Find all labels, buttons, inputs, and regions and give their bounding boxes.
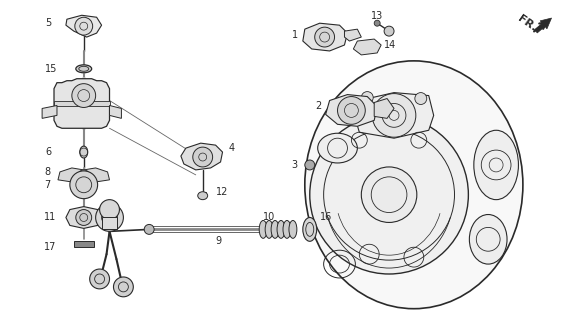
Ellipse shape [277, 220, 285, 238]
Polygon shape [354, 92, 434, 138]
Ellipse shape [271, 220, 279, 238]
Polygon shape [54, 79, 109, 128]
Circle shape [374, 20, 380, 26]
Text: 11: 11 [44, 212, 57, 222]
Ellipse shape [289, 220, 297, 238]
Circle shape [305, 160, 315, 170]
Text: 9: 9 [216, 236, 222, 246]
Polygon shape [353, 39, 381, 55]
Text: 14: 14 [384, 40, 396, 50]
Circle shape [415, 92, 427, 105]
Ellipse shape [265, 220, 273, 238]
Circle shape [114, 277, 134, 297]
Ellipse shape [469, 214, 507, 264]
Circle shape [310, 116, 469, 274]
Text: 1: 1 [291, 30, 298, 40]
Circle shape [361, 167, 417, 222]
Circle shape [96, 204, 123, 231]
Circle shape [72, 84, 96, 108]
Text: 4: 4 [229, 143, 234, 153]
Ellipse shape [474, 130, 518, 200]
Text: 3: 3 [291, 160, 298, 170]
Circle shape [100, 200, 119, 220]
Ellipse shape [80, 146, 88, 158]
Ellipse shape [318, 133, 357, 163]
Polygon shape [374, 99, 394, 118]
Polygon shape [303, 23, 348, 51]
Polygon shape [58, 168, 109, 184]
Polygon shape [66, 15, 101, 37]
Text: 7: 7 [44, 180, 50, 190]
Polygon shape [109, 106, 122, 118]
Circle shape [89, 269, 109, 289]
Text: 2: 2 [315, 101, 321, 111]
Text: 12: 12 [216, 187, 228, 197]
Polygon shape [345, 29, 361, 41]
Polygon shape [66, 207, 101, 228]
Ellipse shape [303, 218, 317, 241]
Circle shape [361, 92, 373, 103]
Ellipse shape [283, 220, 291, 238]
Text: FR.: FR. [516, 13, 538, 33]
Text: 15: 15 [45, 64, 58, 74]
Polygon shape [101, 218, 118, 229]
Circle shape [75, 17, 93, 35]
Text: 5: 5 [45, 18, 52, 28]
Circle shape [315, 27, 335, 47]
Text: 13: 13 [371, 11, 383, 21]
Circle shape [78, 170, 89, 182]
Polygon shape [74, 241, 93, 247]
Ellipse shape [76, 65, 92, 73]
Text: 16: 16 [320, 212, 332, 222]
Circle shape [76, 210, 92, 225]
Ellipse shape [259, 220, 267, 238]
Circle shape [372, 93, 416, 137]
Polygon shape [181, 143, 222, 170]
Polygon shape [325, 95, 377, 126]
Text: 10: 10 [263, 212, 276, 222]
Text: 8: 8 [44, 167, 50, 177]
Circle shape [70, 171, 97, 199]
Text: 17: 17 [44, 242, 57, 252]
Circle shape [144, 224, 154, 234]
Text: 6: 6 [45, 147, 51, 157]
Ellipse shape [305, 61, 523, 309]
Circle shape [337, 97, 365, 124]
Polygon shape [42, 106, 57, 118]
Circle shape [193, 147, 213, 167]
Polygon shape [54, 100, 109, 107]
Ellipse shape [198, 192, 208, 200]
Circle shape [384, 26, 394, 36]
